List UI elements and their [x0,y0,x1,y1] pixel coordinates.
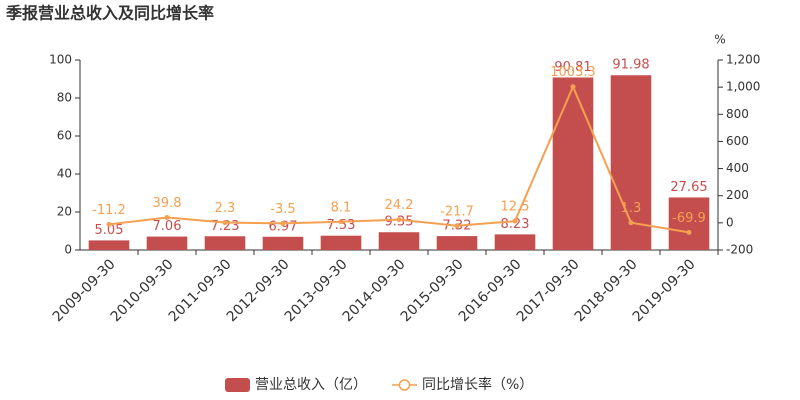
y-tick-label: 0 [64,243,72,257]
y-tick-label: 100 [49,53,72,67]
line-value-label: 8.1 [331,200,352,215]
line-point [280,220,286,226]
legend-label: 营业总收入（亿） [255,377,367,393]
bar-value-label: 7.06 [153,219,182,234]
line-point [628,220,634,226]
bar-value-label: 27.65 [670,180,707,195]
legend-label: 同比增长率（%） [422,376,533,393]
line-value-label: 1.3 [621,201,642,216]
line-point [106,221,112,227]
line-point [222,220,228,226]
x-tick-label: 2019-09-30 [630,256,699,325]
y-tick-label: 20 [57,205,72,219]
bar [204,236,246,250]
bar [552,77,594,250]
line-point [454,223,460,229]
line-value-label: 2.3 [215,201,236,216]
line-point [164,214,170,220]
bar [146,236,188,250]
line-value-label: 39.8 [153,196,182,211]
bar [494,234,536,250]
y-tick-label: 80 [57,91,72,105]
line-value-label: 1003.3 [550,65,596,80]
line-point [686,229,692,235]
line-value-label: -11.2 [92,203,126,218]
chart-title: 季报营业总收入及同比增长率 [5,4,214,23]
y2-tick-label: 200 [726,188,749,202]
bar [88,240,130,250]
y2-tick-label: 1,200 [726,53,760,67]
line-value-label: -21.7 [440,204,474,219]
y2-tick-label: 1,000 [726,80,760,94]
y2-tick-label: 400 [726,161,749,175]
bar [436,236,478,250]
legend-swatch-marker [398,379,411,391]
y2-unit-label: % [714,33,725,47]
line-value-label: -3.5 [270,202,295,217]
line-value-label: 24.2 [385,198,414,213]
bar-value-label: 5.05 [95,223,124,238]
bar [378,232,420,250]
y2-tick-label: 800 [726,107,749,121]
y2-tick-label: 600 [726,134,749,148]
y-tick-label: 40 [57,167,72,181]
y-tick-label: 60 [57,129,72,143]
bar [320,235,362,250]
y2-tick-label: -200 [726,243,753,257]
legend-swatch [225,378,250,392]
line-value-label: 12.5 [501,200,530,215]
bar-value-label: 9.35 [385,215,414,230]
y2-tick-label: 0 [726,215,734,229]
line-point [512,218,518,224]
line-point [570,84,576,90]
bar-value-label: 8.23 [501,217,530,232]
bar-value-label: 90.81 [554,60,591,75]
bar [668,197,710,250]
line-value-label: -69.9 [672,211,706,226]
bar [262,236,304,250]
line-point [396,217,402,223]
line-point [338,219,344,225]
bar-value-label: 91.98 [612,58,649,73]
